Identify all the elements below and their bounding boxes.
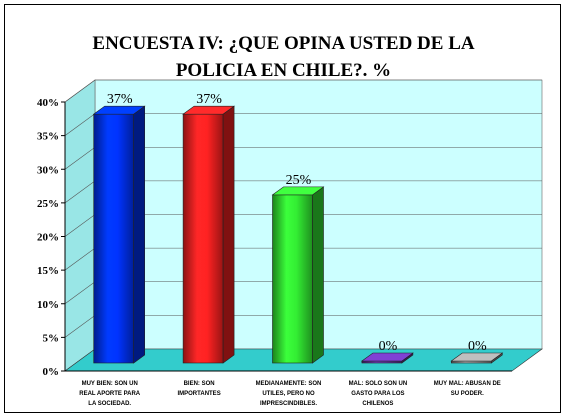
y-tick-label: 40% [37,97,59,109]
data-label: 0% [379,339,398,354]
bar-side [133,105,145,364]
bar-top [360,352,414,362]
category-label: LA SOCIEDAD. [88,401,131,407]
gridline [64,79,542,103]
bar-top [271,186,325,196]
category-label: SU PODER. [451,391,484,397]
y-tick-label: 25% [37,198,59,210]
y-tick-label: 20% [37,232,59,244]
bar-front [93,113,134,364]
category-label: BIEN: SON [184,381,215,387]
bar [182,105,236,364]
bar-top [92,105,146,115]
bar-front [272,194,313,364]
bar-side [222,105,235,364]
category-label: UTILES, PERO NO [262,391,315,397]
data-label: 25% [286,173,312,188]
data-label: 37% [196,92,222,107]
category-label: REAL APORTE PARA [79,391,141,397]
bar [360,352,414,364]
category-label: IMPORTANTES [177,391,220,397]
bar [271,186,325,364]
bar [92,105,146,364]
data-label: 37% [107,92,133,107]
category-label: MUY MAL: ABUSAN DE [434,381,501,387]
y-tick-label: 35% [37,131,59,143]
y-tick-label: 5% [43,332,60,344]
y-tick-label: 0% [43,366,60,378]
y-tick-label: 10% [37,299,59,311]
category-label: MEDIANAMENTE: SON [256,381,322,387]
bar-side [312,186,324,364]
bar-top [450,352,504,362]
category-label: GASTO PARA LOS [351,391,404,397]
y-tick-label: 30% [37,164,59,176]
category-label: MUY BIEN: SON UN [82,381,138,387]
bar-top [182,105,236,115]
chart-title: ENCUESTA IV: ¿QUE OPINA USTED DE LA POLI… [92,33,475,81]
y-tick-label: 15% [37,265,59,277]
category-label: MAL: SOLO SON UN [349,381,408,387]
bar [450,352,504,364]
bar-front [182,113,224,364]
category-label: IMPRESCINDIBLES. [260,401,317,407]
category-label: CHILENOS [362,401,393,407]
data-label: 0% [468,339,487,354]
